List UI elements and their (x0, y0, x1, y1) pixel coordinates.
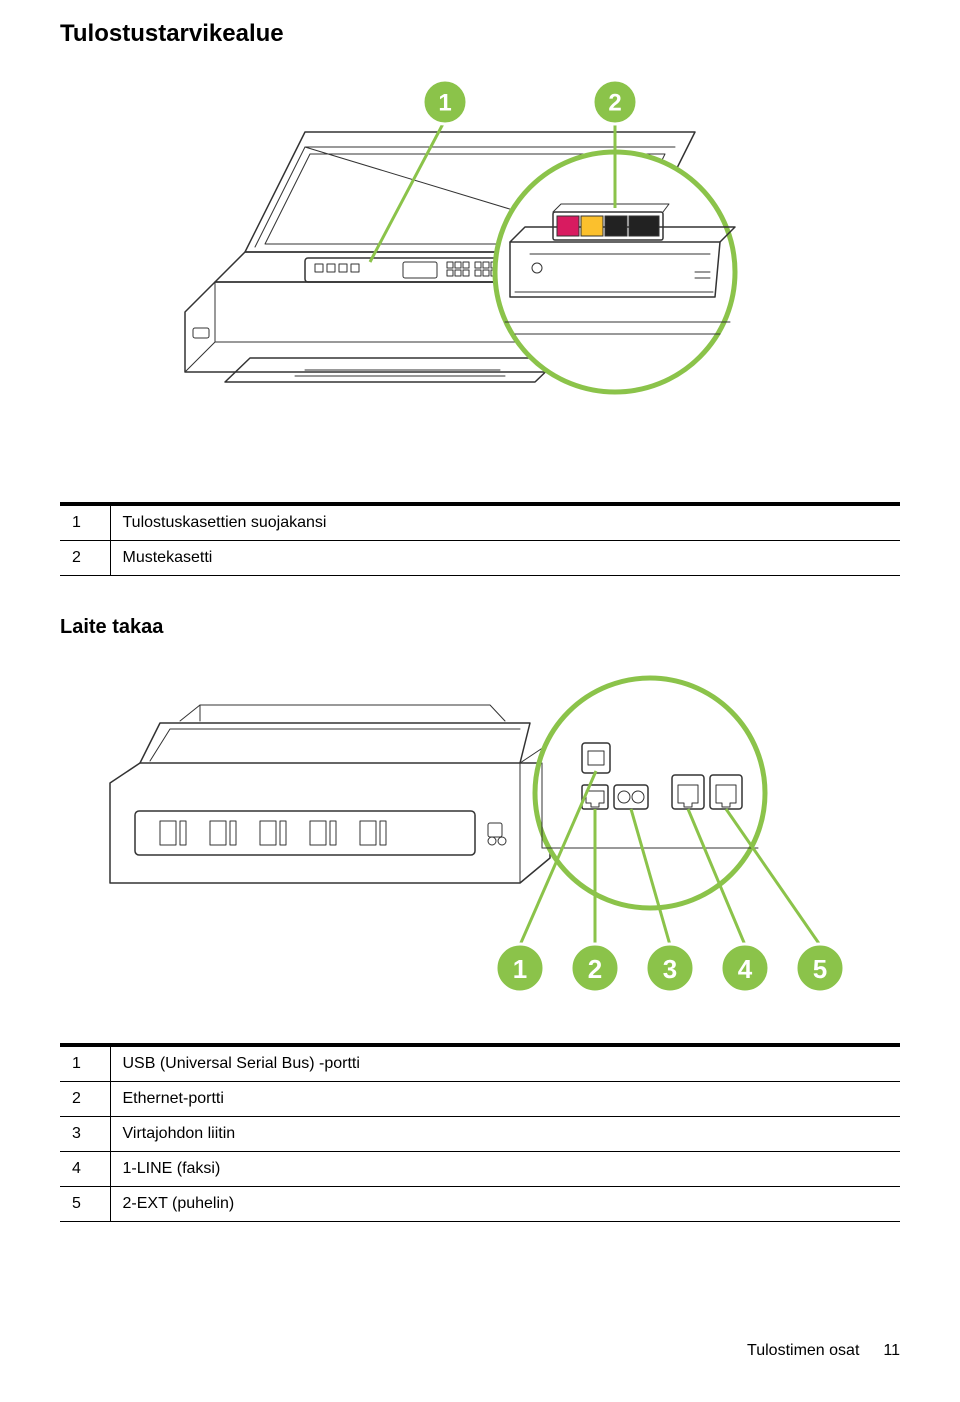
callout-2: 2 (571, 944, 619, 992)
row-num: 5 (60, 1187, 110, 1222)
row-label: Ethernet-portti (110, 1082, 900, 1117)
svg-text:4: 4 (738, 954, 753, 984)
table-row: 2 Ethernet-portti (60, 1082, 900, 1117)
callout-5: 5 (796, 944, 844, 992)
section2-heading: Laite takaa (60, 616, 900, 639)
callout-3: 3 (646, 944, 694, 992)
callout-1: 1 (423, 80, 467, 124)
row-num: 1 (60, 504, 110, 541)
row-num: 3 (60, 1117, 110, 1152)
figure-rear-view: 1 2 3 4 5 (60, 663, 900, 1013)
figure-supply-area: 1 2 (60, 72, 900, 472)
rear-view-table: 1 USB (Universal Serial Bus) -portti 2 E… (60, 1043, 900, 1222)
supply-area-table: 1 Tulostuskasettien suojakansi 2 Musteka… (60, 502, 900, 576)
table-row: 3 Virtajohdon liitin (60, 1117, 900, 1152)
table-row: 1 USB (Universal Serial Bus) -portti (60, 1045, 900, 1082)
svg-text:3: 3 (663, 954, 677, 984)
section1-heading: Tulostustarvikealue (60, 20, 900, 48)
row-label: 1-LINE (faksi) (110, 1152, 900, 1187)
footer-label: Tulostimen osat (747, 1342, 859, 1360)
row-label: Tulostuskasettien suojakansi (110, 504, 900, 541)
table-row: 2 Mustekasetti (60, 541, 900, 576)
page-footer: Tulostimen osat 11 (60, 1342, 900, 1360)
table-row: 1 Tulostuskasettien suojakansi (60, 504, 900, 541)
row-label: 2-EXT (puhelin) (110, 1187, 900, 1222)
table-row: 4 1-LINE (faksi) (60, 1152, 900, 1187)
row-num: 2 (60, 1082, 110, 1117)
callout-4: 4 (721, 944, 769, 992)
callout-1: 1 (496, 944, 544, 992)
svg-text:5: 5 (813, 954, 827, 984)
page-number: 11 (883, 1342, 900, 1360)
row-label: Virtajohdon liitin (110, 1117, 900, 1152)
table-row: 5 2-EXT (puhelin) (60, 1187, 900, 1222)
callout-2: 2 (593, 80, 637, 124)
row-label: USB (Universal Serial Bus) -portti (110, 1045, 900, 1082)
svg-text:2: 2 (588, 954, 602, 984)
row-label: Mustekasetti (110, 541, 900, 576)
row-num: 2 (60, 541, 110, 576)
row-num: 4 (60, 1152, 110, 1187)
svg-text:1: 1 (438, 90, 451, 117)
row-num: 1 (60, 1045, 110, 1082)
svg-text:2: 2 (608, 90, 621, 117)
svg-text:1: 1 (513, 954, 527, 984)
